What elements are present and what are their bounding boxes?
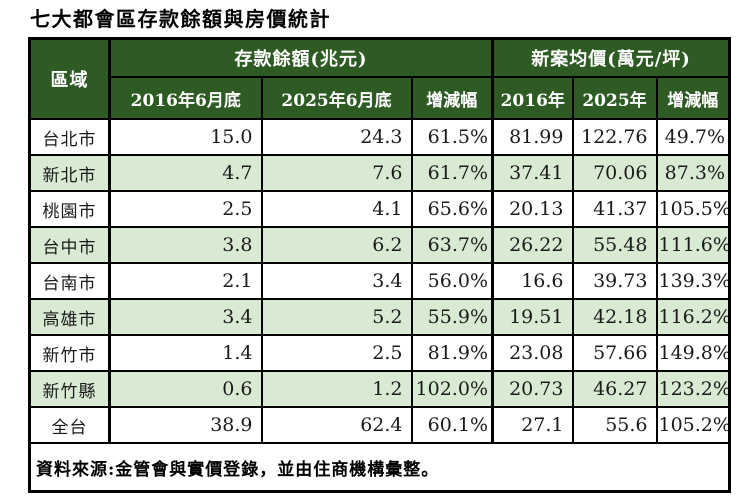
value-cell: 3.4 bbox=[108, 298, 263, 336]
column-header-region: 區域 bbox=[28, 37, 111, 120]
value-cell: 61.7% bbox=[410, 154, 494, 192]
region-cell: 高雄市 bbox=[28, 298, 111, 336]
region-cell: 台南市 bbox=[28, 262, 111, 300]
value-cell: 139.3% bbox=[655, 262, 731, 300]
value-cell: 4.1 bbox=[260, 190, 413, 228]
value-cell: 1.4 bbox=[108, 334, 263, 372]
region-cell: 新竹縣 bbox=[28, 370, 111, 408]
value-cell: 61.5% bbox=[410, 118, 494, 156]
table-body: 台北市 15.0 24.3 61.5% 81.99 122.76 49.7% 新… bbox=[28, 118, 731, 444]
value-cell: 39.73 bbox=[571, 262, 658, 300]
value-cell: 57.66 bbox=[571, 334, 658, 372]
value-cell: 105.2% bbox=[655, 406, 731, 444]
column-header-price-change: 增減幅 bbox=[655, 76, 731, 120]
region-cell: 桃園市 bbox=[28, 190, 111, 228]
source-note: 資料來源:金管會與實價登錄，並由住商機構彙整。 bbox=[28, 442, 731, 493]
group-header-price: 新案均價(萬元/坪) bbox=[490, 37, 731, 78]
table-header: 區域 存款餘額(兆元) 新案均價(萬元/坪) 2016年6月底 2025年6月底… bbox=[28, 37, 731, 120]
value-cell: 3.4 bbox=[260, 262, 413, 300]
value-cell: 19.51 bbox=[491, 298, 574, 336]
value-cell: 116.2% bbox=[655, 298, 731, 336]
page-title: 七大都會區存款餘額與房價統計 bbox=[30, 7, 331, 31]
table-row: 新竹縣 0.6 1.2 102.0% 20.73 46.27 123.2% bbox=[28, 370, 731, 408]
value-cell: 55.9% bbox=[410, 298, 494, 336]
value-cell: 2.1 bbox=[108, 262, 263, 300]
group-header-deposit: 存款餘額(兆元) bbox=[108, 37, 494, 78]
table-row: 高雄市 3.4 5.2 55.9% 19.51 42.18 116.2% bbox=[28, 298, 731, 336]
region-cell: 新北市 bbox=[28, 154, 111, 192]
value-cell: 20.73 bbox=[491, 370, 574, 408]
value-cell: 55.6 bbox=[571, 406, 658, 444]
table-footer: 資料來源:金管會與實價登錄，並由住商機構彙整。 bbox=[28, 442, 731, 493]
value-cell: 55.48 bbox=[571, 226, 658, 264]
table-row: 新北市 4.7 7.6 61.7% 37.41 70.06 87.3% bbox=[28, 154, 731, 192]
table-row: 新竹市 1.4 2.5 81.9% 23.08 57.66 149.8% bbox=[28, 334, 731, 372]
column-header-price-2025: 2025年 bbox=[571, 76, 658, 120]
value-cell: 20.13 bbox=[491, 190, 574, 228]
value-cell: 38.9 bbox=[108, 406, 263, 444]
value-cell: 60.1% bbox=[410, 406, 494, 444]
table-row: 台南市 2.1 3.4 56.0% 16.6 39.73 139.3% bbox=[28, 262, 731, 300]
value-cell: 62.4 bbox=[260, 406, 413, 444]
value-cell: 2.5 bbox=[108, 190, 263, 228]
value-cell: 105.5% bbox=[655, 190, 731, 228]
value-cell: 111.6% bbox=[655, 226, 731, 264]
value-cell: 81.99 bbox=[491, 118, 574, 156]
value-cell: 49.7% bbox=[655, 118, 731, 156]
column-header-deposit-2016: 2016年6月底 bbox=[108, 76, 263, 120]
value-cell: 26.22 bbox=[491, 226, 574, 264]
value-cell: 5.2 bbox=[260, 298, 413, 336]
column-header-deposit-change: 增減幅 bbox=[410, 76, 494, 120]
value-cell: 16.6 bbox=[491, 262, 574, 300]
region-cell: 台中市 bbox=[28, 226, 111, 264]
value-cell: 7.6 bbox=[260, 154, 413, 192]
value-cell: 37.41 bbox=[491, 154, 574, 192]
region-cell: 新竹市 bbox=[28, 334, 111, 372]
value-cell: 149.8% bbox=[655, 334, 731, 372]
table-row: 台中市 3.8 6.2 63.7% 26.22 55.48 111.6% bbox=[28, 226, 731, 264]
table-row: 全台 38.9 62.4 60.1% 27.1 55.6 105.2% bbox=[28, 406, 731, 444]
value-cell: 24.3 bbox=[260, 118, 413, 156]
value-cell: 63.7% bbox=[410, 226, 494, 264]
column-header-deposit-2025: 2025年6月底 bbox=[260, 76, 413, 120]
table-row: 台北市 15.0 24.3 61.5% 81.99 122.76 49.7% bbox=[28, 118, 731, 156]
value-cell: 102.0% bbox=[410, 370, 494, 408]
value-cell: 3.8 bbox=[108, 226, 263, 264]
value-cell: 70.06 bbox=[571, 154, 658, 192]
value-cell: 123.2% bbox=[655, 370, 731, 408]
value-cell: 41.37 bbox=[571, 190, 658, 228]
value-cell: 65.6% bbox=[410, 190, 494, 228]
value-cell: 1.2 bbox=[260, 370, 413, 408]
value-cell: 4.7 bbox=[108, 154, 263, 192]
value-cell: 122.76 bbox=[571, 118, 658, 156]
region-cell: 台北市 bbox=[28, 118, 111, 156]
region-cell: 全台 bbox=[28, 406, 111, 444]
value-cell: 87.3% bbox=[655, 154, 731, 192]
value-cell: 15.0 bbox=[108, 118, 263, 156]
value-cell: 46.27 bbox=[571, 370, 658, 408]
value-cell: 2.5 bbox=[260, 334, 413, 372]
table-row: 桃園市 2.5 4.1 65.6% 20.13 41.37 105.5% bbox=[28, 190, 731, 228]
value-cell: 81.9% bbox=[410, 334, 494, 372]
stats-table: 區域 存款餘額(兆元) 新案均價(萬元/坪) 2016年6月底 2025年6月底… bbox=[28, 37, 732, 493]
value-cell: 56.0% bbox=[410, 262, 494, 300]
value-cell: 23.08 bbox=[491, 334, 574, 372]
value-cell: 42.18 bbox=[571, 298, 658, 336]
value-cell: 27.1 bbox=[491, 406, 574, 444]
column-header-price-2016: 2016年 bbox=[491, 76, 574, 120]
value-cell: 0.6 bbox=[108, 370, 263, 408]
value-cell: 6.2 bbox=[260, 226, 413, 264]
